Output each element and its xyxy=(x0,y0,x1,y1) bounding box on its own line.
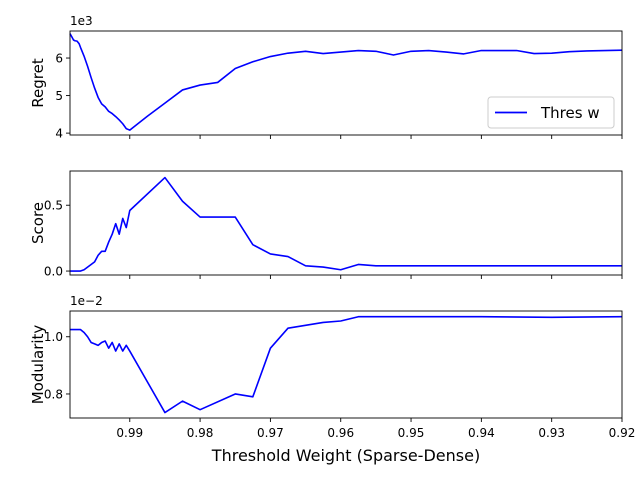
y-axis-label: Regret xyxy=(29,58,47,108)
y-tick-label: 0.5 xyxy=(44,199,63,213)
y-tick-label: 1.0 xyxy=(44,330,63,344)
y-tick-label: 5 xyxy=(55,89,63,103)
x-tick-label: 0.96 xyxy=(327,426,354,440)
x-tick-label: 0.97 xyxy=(257,426,284,440)
y-tick-label: 0.8 xyxy=(44,387,63,401)
x-tick-label: 0.98 xyxy=(187,426,214,440)
y-axis-label: Score xyxy=(29,202,47,244)
y-tick-label: 4 xyxy=(55,127,63,141)
y-axis-label: Modularity xyxy=(29,325,47,405)
y-tick-label: 0.0 xyxy=(44,265,63,279)
y-tick-label: 6 xyxy=(55,52,63,66)
x-tick-label: 0.92 xyxy=(609,426,636,440)
x-tick-label: 0.99 xyxy=(116,426,143,440)
legend: Thres w xyxy=(487,96,615,129)
legend-entry: Thres w xyxy=(540,104,600,122)
axes-frame xyxy=(69,310,623,419)
x-tick-label: 0.95 xyxy=(398,426,425,440)
axes-frame xyxy=(69,30,623,136)
series-line-1 xyxy=(69,33,623,131)
chart-panel-1: 4 5 6 Regret 1e3 Thres w xyxy=(29,14,623,141)
chart-panel-3: 0.99 0.98 0.97 0.96 0.95 0.94 0.93 0.92 0.8 1.0Mo… xyxy=(29,294,635,440)
x-axis-label: Threshold Weight (Sparse-Dense) xyxy=(211,446,480,465)
axis-offset-text: 1e3 xyxy=(70,14,93,28)
x-tick-label: 0.94 xyxy=(468,426,495,440)
legend-box xyxy=(487,96,615,129)
series-line-1 xyxy=(70,315,623,414)
x-tick-label: 0.93 xyxy=(538,426,565,440)
axis-offset-text: 1e−2 xyxy=(70,294,103,308)
series-line-1 xyxy=(70,176,622,272)
axes-frame xyxy=(69,170,623,276)
